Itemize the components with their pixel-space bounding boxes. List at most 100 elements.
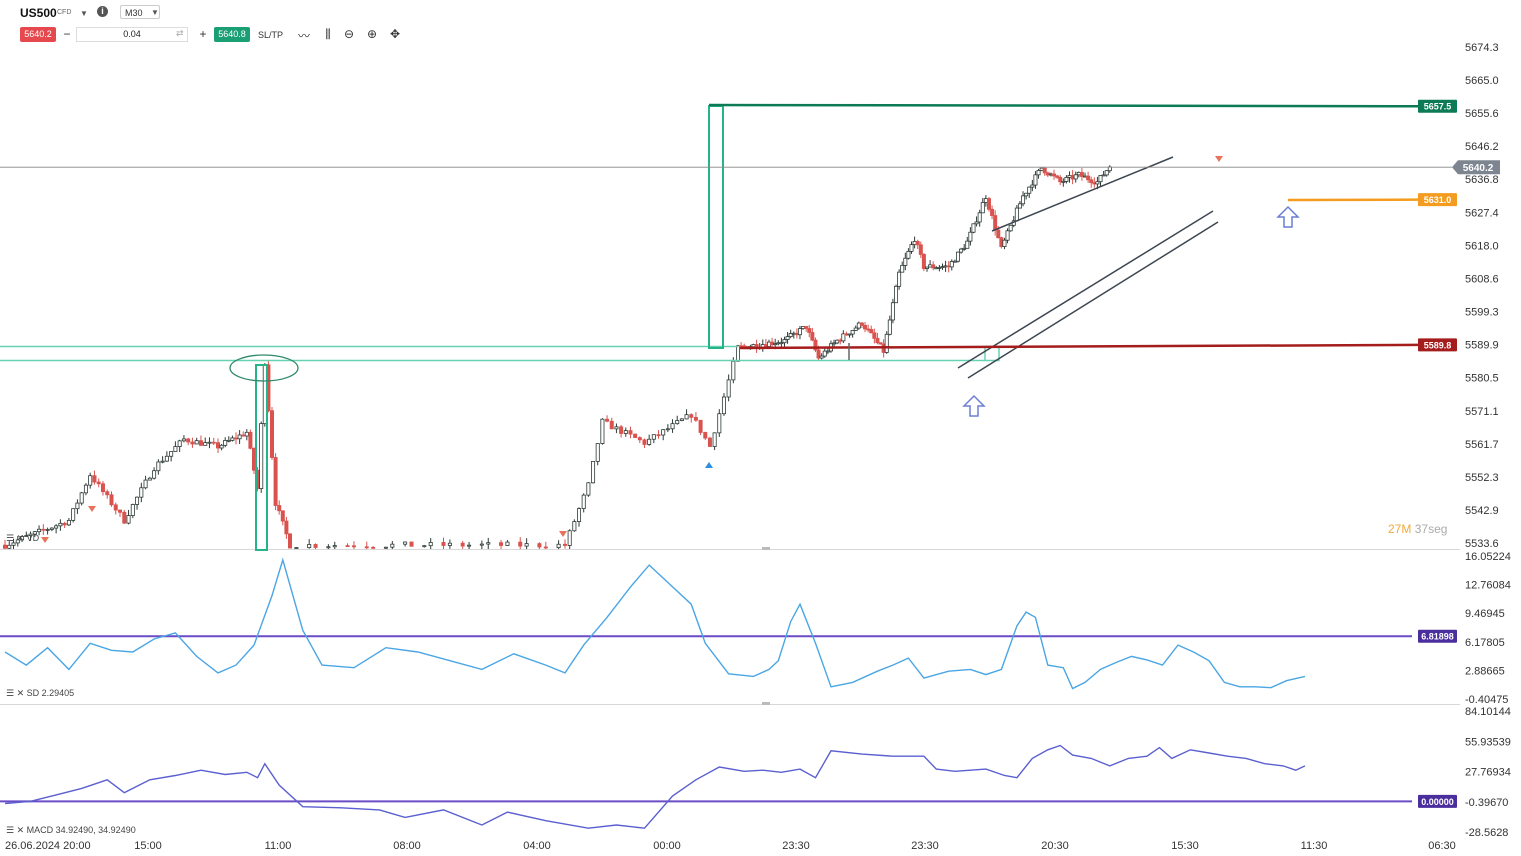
buy-signal-icon	[705, 462, 713, 468]
candle-body	[543, 546, 548, 549]
candle-body	[721, 396, 726, 415]
buy-button[interactable]: 5640.8	[214, 27, 250, 42]
candle-body	[878, 342, 883, 345]
candle-body	[1024, 192, 1029, 197]
sd-series-line	[4, 557, 1306, 690]
candle-body	[633, 433, 638, 438]
sync-icon[interactable]: ⇄	[176, 28, 184, 38]
candle-body	[241, 434, 246, 437]
candle-body	[130, 504, 135, 516]
sd-tick-label: 2.88665	[1465, 665, 1505, 677]
candle-body	[1089, 179, 1094, 184]
price-tick-label: 5561.7	[1465, 439, 1499, 451]
macd-tick-label: 55.93539	[1465, 736, 1511, 748]
candle-body	[428, 542, 433, 547]
candle-body	[441, 542, 446, 546]
sd-tick-label: 16.05224	[1465, 551, 1511, 563]
macd-level-tag	[1418, 794, 1457, 808]
price-tick-label: 5589.9	[1465, 340, 1499, 352]
candle-body	[921, 254, 926, 269]
candle-body	[980, 202, 985, 214]
candle-chart-icon[interactable]: ⫼	[325, 27, 331, 41]
candle-body	[118, 509, 123, 513]
candle-body	[233, 437, 238, 440]
time-tick-label: 23:30	[782, 840, 810, 852]
candle-body	[619, 426, 624, 434]
candle-body	[974, 221, 979, 225]
candle-body	[198, 440, 203, 446]
macd-pane-label[interactable]: ☰ ✕ MACD 34.92490, 34.92490	[6, 825, 136, 835]
candle-body	[894, 285, 899, 304]
sd-tick-label: -0.40475	[1465, 694, 1508, 706]
support-line	[739, 343, 1419, 350]
macd-level-label: 0.00000	[1421, 797, 1454, 807]
zoom-in-icon[interactable]: ⊕	[366, 27, 378, 41]
price-pane-resize-handle	[762, 547, 770, 550]
candle-body	[28, 533, 33, 536]
candle-body	[600, 418, 605, 444]
candle-body	[909, 244, 914, 252]
candle-body	[215, 442, 220, 449]
trade-toolbar: US500 CFD ▼ i M30 ▼ 5640.2 − 0.04 ⇄ + 564…	[0, 0, 420, 50]
candle-body	[572, 521, 577, 532]
crosshair-icon[interactable]: ✥	[389, 27, 401, 41]
breakout-box	[708, 105, 724, 349]
symbol-name[interactable]: US500	[20, 6, 57, 20]
sell-signal-icon	[1215, 156, 1223, 162]
candle-body	[499, 542, 504, 546]
sltp-button[interactable]: SL/TP	[258, 30, 284, 40]
highlight-ellipse	[229, 354, 299, 382]
sell-signal-icon	[88, 506, 96, 512]
candle-body	[403, 541, 408, 545]
line-chart-icon[interactable]: 〰	[297, 29, 310, 43]
candle-body	[58, 522, 63, 527]
time-tick-label: 15:00	[134, 840, 162, 852]
candle-body	[990, 208, 995, 216]
candle-body	[577, 508, 582, 522]
symbol-dropdown-icon[interactable]: ▼	[80, 9, 88, 18]
sell-button[interactable]: 5640.2	[20, 27, 56, 42]
quantity-decrease-button[interactable]: −	[63, 27, 71, 41]
timeframe-select[interactable]: M30 ▼	[120, 5, 160, 19]
candle-body	[143, 479, 148, 489]
candle-body	[897, 271, 902, 287]
candle-body	[248, 431, 253, 449]
zoom-out-icon[interactable]: ⊖	[343, 27, 355, 41]
macd-tick-label: 84.10144	[1465, 706, 1511, 718]
up-arrow-icon	[962, 394, 986, 417]
stop-label: 5631.0	[1424, 195, 1452, 205]
candle-body	[1079, 172, 1084, 177]
candle-body	[1042, 167, 1047, 174]
candle-body	[614, 426, 619, 430]
stop-tag	[1418, 193, 1457, 207]
candle-body	[965, 240, 970, 249]
info-icon[interactable]: i	[97, 6, 108, 17]
candle-body	[581, 494, 586, 509]
sd-pane-label[interactable]: ☰ ✕ SD 2.29405	[6, 688, 75, 698]
candle-body	[273, 457, 278, 506]
candle-body	[684, 414, 689, 420]
candle-body	[807, 328, 812, 333]
candle-body	[71, 508, 76, 521]
up-arrow-icon	[1276, 205, 1300, 228]
candle-body	[1058, 176, 1063, 183]
candle-body	[853, 327, 858, 331]
candle-body	[54, 525, 59, 529]
macd-tick-label: 27.76934	[1465, 767, 1511, 779]
candle-body	[287, 533, 292, 549]
candle-body	[563, 543, 568, 546]
candle-body	[190, 441, 195, 445]
timer-minutes-unit: M	[1401, 522, 1412, 536]
candle-body	[177, 440, 182, 447]
sd-tick-label: 6.17805	[1465, 637, 1505, 649]
candle-body	[651, 434, 656, 440]
vd-pane-label[interactable]: ☰ ✕ VD	[6, 533, 40, 543]
sd-indicator-name: SD 2.29405	[26, 688, 75, 698]
quantity-increase-button[interactable]: +	[199, 27, 207, 41]
quantity-input[interactable]: 0.04	[76, 27, 188, 42]
candle-body	[371, 546, 376, 549]
candle-body	[122, 511, 127, 524]
candle-body	[810, 332, 815, 341]
candle-body	[173, 446, 178, 452]
